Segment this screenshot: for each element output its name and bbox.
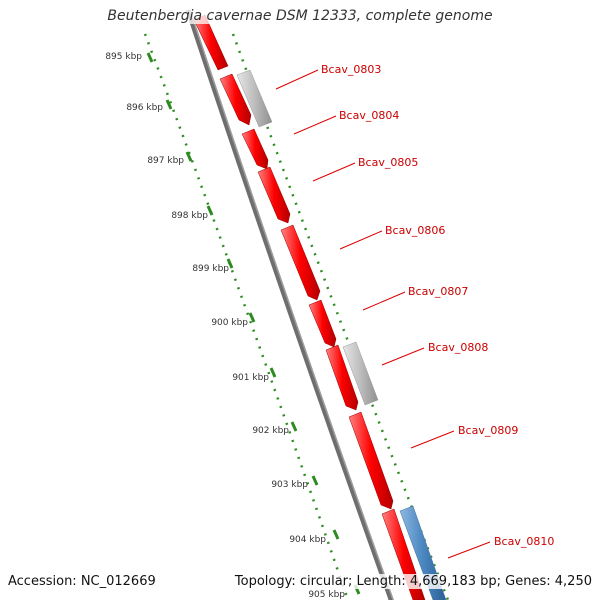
tick-label-904: 904 kbp	[289, 535, 326, 545]
tick-marks	[146, 52, 361, 595]
leader-0803	[275, 69, 319, 90]
leader-0805	[312, 162, 356, 182]
tick-label-905: 905 kbp	[308, 590, 345, 600]
tick-mark-902	[290, 421, 298, 432]
tick-mark-900	[248, 312, 256, 323]
gene-label-0809[interactable]: Bcav_0809	[458, 424, 518, 437]
cds-segment-0806b[interactable]	[280, 224, 321, 301]
gene-0804-feature[interactable]	[236, 69, 273, 128]
tick-label-897: 897 kbp	[147, 156, 184, 166]
tick-mark-903	[311, 475, 319, 486]
cds-segment-0806a[interactable]	[257, 166, 291, 224]
gene-label-0808[interactable]: Bcav_0808	[428, 341, 488, 354]
scale-line-inner	[143, 33, 350, 601]
tick-mark-899	[226, 258, 234, 269]
tick-label-898: 898 kbp	[171, 211, 208, 221]
cds-segment-0804[interactable]	[219, 73, 252, 126]
cds-segment-0805[interactable]	[241, 128, 269, 170]
tick-label-902: 902 kbp	[252, 426, 289, 436]
leader-0807	[362, 291, 406, 311]
tick-mark-897	[185, 151, 193, 162]
gene-0808-feature[interactable]	[342, 341, 379, 406]
tick-label-903: 903 kbp	[271, 480, 308, 490]
tick-label-895: 895 kbp	[105, 52, 142, 62]
cds-segment-0809[interactable]	[348, 411, 394, 510]
cds-segment-0808[interactable]	[325, 344, 359, 411]
gene-label-0806[interactable]: Bcav_0806	[385, 224, 445, 237]
tick-mark-904	[332, 529, 340, 540]
leader-0804	[293, 115, 337, 135]
gene-label-0804[interactable]: Bcav_0804	[339, 109, 399, 122]
map-title: Beutenbergia cavernae DSM 12333, complet…	[0, 8, 600, 24]
tick-label-899: 899 kbp	[192, 264, 229, 274]
cds-segment-0807[interactable]	[308, 299, 337, 348]
tick-label-901: 901 kbp	[232, 373, 269, 383]
gene-label-0810[interactable]: Bcav_0810	[494, 535, 554, 548]
genome-backbone-highlight	[189, 9, 396, 604]
tick-mark-895	[146, 52, 154, 63]
gene-label-0807[interactable]: Bcav_0807	[408, 285, 468, 298]
leader-0806	[339, 230, 383, 250]
tick-label-896: 896 kbp	[126, 103, 163, 113]
genome-summary: Topology: circular; Length: 4,669,183 bp…	[234, 574, 592, 589]
leader-0808	[381, 347, 425, 366]
genome-backbone	[185, 9, 396, 604]
tick-label-900: 900 kbp	[211, 318, 248, 328]
gene-label-0805[interactable]: Bcav_0805	[358, 156, 418, 169]
tick-mark-898	[206, 205, 214, 216]
accession-label: Accession: NC_012669	[8, 574, 156, 589]
leader-0809	[410, 430, 455, 449]
tick-mark-896	[165, 99, 173, 110]
gene-label-0803[interactable]: Bcav_0803	[321, 63, 381, 76]
tick-mark-901	[269, 367, 277, 378]
leader-0810	[447, 541, 491, 559]
